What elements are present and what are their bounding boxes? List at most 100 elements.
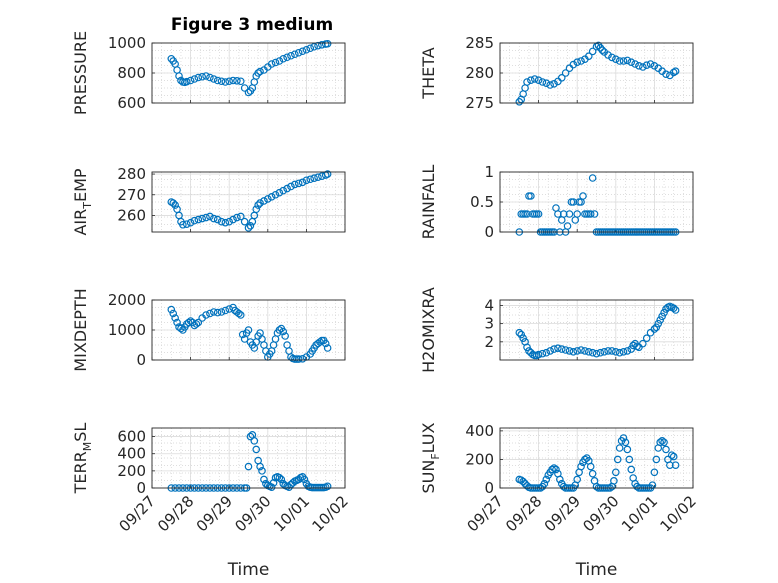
data-point: [182, 220, 191, 228]
y-tick-label: 2000: [108, 291, 146, 309]
data-point: [671, 306, 680, 314]
data-point: [225, 77, 234, 86]
data-point: [246, 221, 255, 230]
data-point: [611, 468, 620, 477]
y-tick-label: 400: [465, 422, 494, 440]
data-point: [658, 437, 666, 445]
data-point: [600, 348, 609, 356]
y-axis-label: TERRMSL: [71, 423, 94, 495]
data-point: [662, 70, 670, 79]
data-point: [175, 72, 183, 80]
axes-box: [499, 299, 694, 361]
data-point: [534, 350, 543, 359]
data-point: [590, 210, 599, 218]
data-point: [550, 345, 558, 353]
data-point: [283, 184, 291, 193]
y-tick-label: 1000: [108, 34, 146, 52]
data-point: [258, 467, 266, 475]
x-axis-label: Time: [575, 560, 618, 580]
data-point: [298, 354, 307, 363]
data-point: [194, 215, 203, 224]
data-point: [586, 462, 595, 471]
data-point: [271, 58, 280, 67]
y-tick-label: 285: [465, 34, 494, 52]
data-point: [515, 328, 524, 337]
data-point: [267, 60, 276, 68]
y-tick-label: 400: [117, 445, 146, 463]
data-point: [557, 74, 566, 82]
data-point: [186, 76, 195, 85]
data-point: [269, 479, 278, 487]
y-tick-label: 0.5: [470, 193, 494, 211]
data-point: [666, 461, 674, 469]
data-point: [623, 56, 632, 65]
data-point: [619, 348, 628, 356]
data-point: [217, 77, 226, 86]
subplot-2: 275 280 285 THETA: [419, 34, 694, 112]
data-point: [573, 347, 582, 355]
data-point: [294, 48, 303, 57]
data-point: [173, 318, 181, 327]
data-point: [621, 438, 630, 447]
data-point: [186, 218, 195, 227]
subplot-4: 0 0.5 1 RAINFALL: [419, 163, 694, 241]
x-tick-label: 09/30: [231, 492, 274, 535]
y-tick-label: 1: [484, 163, 494, 181]
data-point: [652, 455, 661, 464]
data-point: [611, 348, 620, 356]
x-tick-label: 09/29: [193, 492, 236, 535]
data-point: [182, 77, 191, 86]
data-point: [302, 45, 311, 54]
axes-box: [151, 299, 346, 361]
data-point: [256, 199, 264, 207]
data-point: [206, 73, 214, 82]
data-point: [610, 477, 618, 485]
data-point: [581, 347, 589, 355]
data-point: [588, 348, 597, 357]
data-point: [623, 445, 632, 454]
data-point: [573, 475, 582, 484]
data-point: [238, 330, 247, 339]
data-point: [548, 465, 556, 474]
y-axis-label: H2OMIXRA: [419, 287, 438, 373]
data-point: [202, 311, 210, 319]
data-point: [198, 72, 206, 81]
data-point: [542, 79, 551, 88]
data-point: [225, 217, 234, 226]
data-point: [267, 193, 276, 201]
data-point: [550, 464, 558, 472]
x-tick-label: 10/01: [618, 492, 661, 535]
data-point: [206, 309, 214, 318]
data-point: [619, 434, 628, 442]
data-point: [310, 42, 318, 51]
data-point: [625, 455, 634, 464]
data-point: [517, 330, 526, 339]
axes-box: [151, 42, 346, 104]
data-point: [236, 311, 245, 319]
data-point: [281, 332, 289, 340]
data-point: [323, 39, 332, 48]
data-point: [275, 473, 284, 482]
data-point: [171, 314, 179, 322]
data-point: [608, 53, 616, 62]
data-point: [235, 309, 243, 318]
data-point: [221, 306, 230, 315]
data-point: [287, 51, 295, 60]
data-point: [656, 316, 664, 324]
data-point: [267, 483, 276, 491]
data-point: [542, 475, 551, 484]
data-point: [642, 61, 651, 69]
data-point: [233, 77, 241, 85]
x-tick-label: 09/30: [579, 492, 622, 535]
data-point: [254, 201, 262, 209]
x-tick-label: 09/27: [116, 492, 159, 535]
data-point: [250, 437, 259, 445]
x-tick-label: 09/28: [502, 492, 545, 535]
y-tick-label: 0: [136, 351, 146, 369]
data-point: [263, 195, 272, 203]
data-point: [209, 214, 218, 223]
data-point: [527, 76, 535, 85]
data-point: [310, 174, 318, 183]
y-tick-label: 200: [117, 462, 146, 480]
